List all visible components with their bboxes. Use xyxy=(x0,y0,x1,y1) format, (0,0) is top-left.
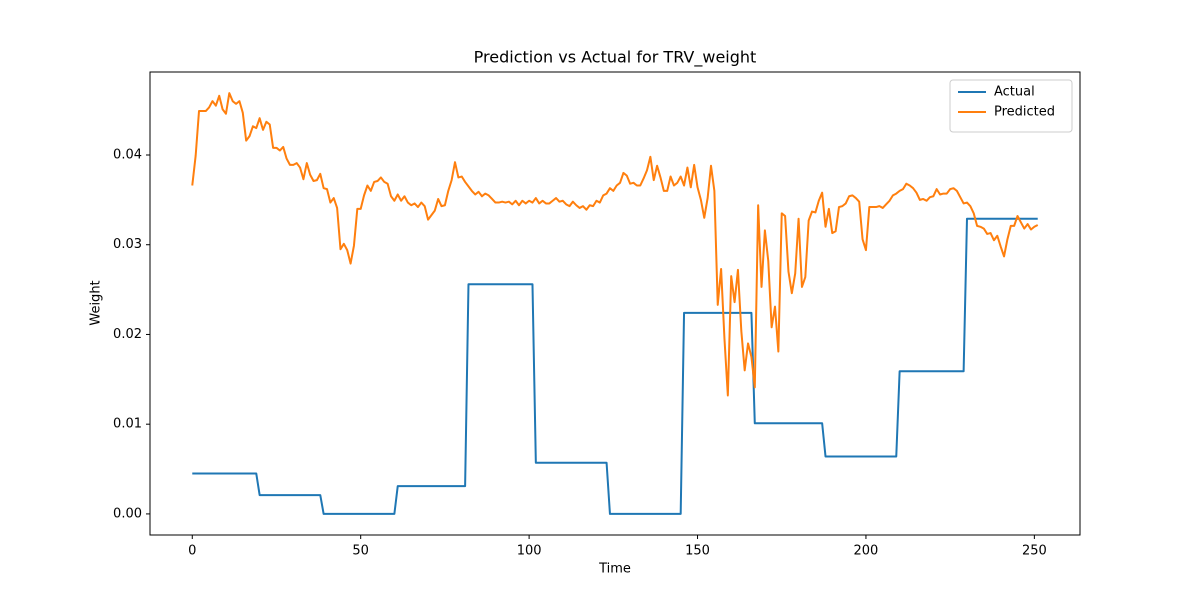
y-tick-label: 0.04 xyxy=(113,147,142,162)
y-tick-label: 0.00 xyxy=(113,506,142,521)
x-tick-label: 150 xyxy=(685,544,710,559)
x-tick-label: 100 xyxy=(517,544,542,559)
y-tick-label: 0.03 xyxy=(113,237,142,252)
y-axis-label: Weight xyxy=(89,280,104,325)
x-tick-label: 50 xyxy=(352,544,369,559)
x-tick-label: 250 xyxy=(1022,544,1047,559)
x-tick-label: 200 xyxy=(854,544,879,559)
legend-label: Predicted xyxy=(994,105,1055,120)
legend-label: Actual xyxy=(994,85,1035,100)
series-line xyxy=(191,92,1039,397)
y-tick-label: 0.02 xyxy=(113,327,142,342)
plot-frame xyxy=(149,71,1081,536)
y-tick-label: 0.01 xyxy=(113,417,142,432)
chart-title: Prediction vs Actual for TRV_weight xyxy=(474,48,757,68)
x-tick-label: 0 xyxy=(188,544,196,559)
series-line xyxy=(192,217,1038,515)
x-axis-label: Time xyxy=(598,562,631,577)
